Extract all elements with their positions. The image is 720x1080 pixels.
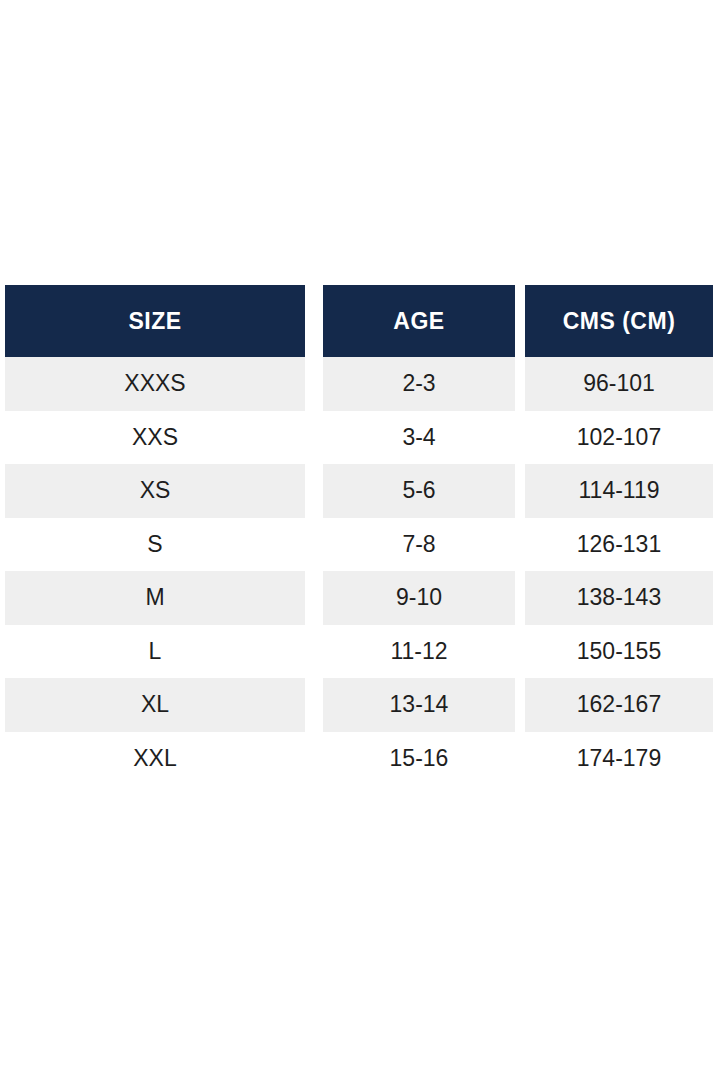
table-cell: 114-119	[525, 464, 713, 518]
size-column: SIZE XXXS XXS XS S M L XL XXL	[5, 285, 305, 785]
table-cell: 138-143	[525, 571, 713, 625]
age-column: AGE 2-3 3-4 5-6 7-8 9-10 11-12 13-14 15-…	[323, 285, 515, 785]
page: SIZE XXXS XXS XS S M L XL XXL AGE 2-3 3-…	[0, 0, 720, 1080]
table-cell: 174-179	[525, 732, 713, 786]
table-cell: 9-10	[323, 571, 515, 625]
column-header-size: SIZE	[5, 285, 305, 357]
table-cell: XXXS	[5, 357, 305, 411]
table-cell: 11-12	[323, 625, 515, 679]
table-cell: XL	[5, 678, 305, 732]
table-cell: 102-107	[525, 411, 713, 465]
table-cell: 126-131	[525, 518, 713, 572]
table-cell: 7-8	[323, 518, 515, 572]
table-cell: XS	[5, 464, 305, 518]
column-header-age: AGE	[323, 285, 515, 357]
column-header-cms: CMS (CM)	[525, 285, 713, 357]
table-cell: 162-167	[525, 678, 713, 732]
table-cell: 3-4	[323, 411, 515, 465]
table-cell: L	[5, 625, 305, 679]
table-cell: XXS	[5, 411, 305, 465]
table-cell: M	[5, 571, 305, 625]
size-chart-table: SIZE XXXS XXS XS S M L XL XXL AGE 2-3 3-…	[5, 285, 713, 785]
table-cell: 96-101	[525, 357, 713, 411]
table-cell: 15-16	[323, 732, 515, 786]
table-cell: 13-14	[323, 678, 515, 732]
table-cell: 5-6	[323, 464, 515, 518]
table-cell: 2-3	[323, 357, 515, 411]
table-cell: 150-155	[525, 625, 713, 679]
table-cell: S	[5, 518, 305, 572]
cms-column: CMS (CM) 96-101 102-107 114-119 126-131 …	[525, 285, 713, 785]
table-cell: XXL	[5, 732, 305, 786]
